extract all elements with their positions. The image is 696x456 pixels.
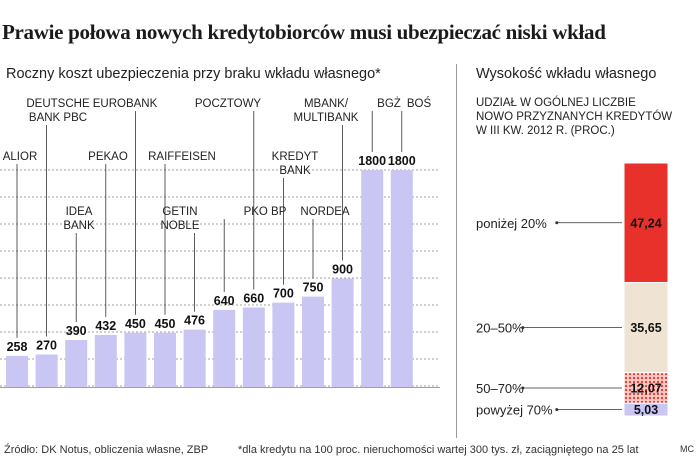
category-label-line: BANK xyxy=(63,220,95,232)
category-label: PKO BP xyxy=(244,206,287,218)
category-label-line: NORDEA xyxy=(300,206,350,218)
value-label: 476 xyxy=(184,314,205,328)
down-payment-stacked-chart: 47,24 poniżej 20% 35,65 20–50% 12,07 50–70% 5,… xyxy=(476,162,669,418)
category-label: GETIN NOBLE xyxy=(161,206,200,232)
stacked-segment xyxy=(623,162,669,284)
category-label-line: PKO BP xyxy=(244,206,287,218)
footer-credit: MC xyxy=(680,444,694,454)
value-label: 750 xyxy=(303,281,324,295)
bar xyxy=(213,309,236,387)
leader-dot xyxy=(555,221,559,225)
bar xyxy=(154,332,176,387)
category-label-line: EUROBANK xyxy=(93,98,158,110)
category-label-line: POCZTOWY xyxy=(195,98,262,110)
category-label: PEKAO xyxy=(88,151,128,163)
value-label: 270 xyxy=(36,338,57,352)
category-label-line: DEUTSCHE xyxy=(26,98,90,110)
bar xyxy=(272,302,295,387)
insurance-cost-bar-chart: 258 270 390 432 450 450 476 640 660 700 750 900 1800… xyxy=(0,97,440,388)
stacked-segment xyxy=(623,402,669,417)
stacked-segment xyxy=(623,372,669,404)
bar xyxy=(124,332,147,387)
value-label: 1800 xyxy=(388,154,416,168)
bar xyxy=(6,355,28,387)
value-label: 432 xyxy=(95,319,116,333)
footer-source: Źródło: DK Notus, obliczenia własne, ZBP xyxy=(4,444,209,456)
category-label: DEUTSCHE BANK PBC xyxy=(26,98,90,124)
category-label-line: ALIOR xyxy=(3,151,38,163)
category-label: BGŻ xyxy=(377,97,401,110)
bar xyxy=(35,354,58,387)
bar xyxy=(361,170,384,387)
bar xyxy=(331,278,354,387)
category-label-line: PEKAO xyxy=(88,151,128,163)
category-label: ALIOR xyxy=(3,151,38,163)
category-label: MBANK/MULTIBANK xyxy=(294,98,359,124)
bar xyxy=(390,170,413,387)
category-label: EUROBANK xyxy=(93,98,158,110)
leader-dot xyxy=(555,408,559,412)
value-label: 450 xyxy=(125,317,146,331)
right-chart-caption: UDZIAŁ W OGÓLNEJ LICZBIE NOWO PRZYZNANYC… xyxy=(476,97,673,137)
segment-category-label: poniżej 20% xyxy=(476,216,547,231)
value-label: 1800 xyxy=(358,154,386,168)
value-label: 660 xyxy=(243,291,264,305)
value-label: 258 xyxy=(7,340,28,354)
category-label-line: NOBLE xyxy=(161,220,200,232)
leader-dot xyxy=(521,326,525,330)
segment-category-label: powyżej 70% xyxy=(476,403,553,418)
category-label-line: BANK xyxy=(279,165,311,177)
category-label-line: KREDYT xyxy=(272,151,319,163)
segment-category-label: 50–70% xyxy=(476,381,524,396)
category-label-line: BGŻ xyxy=(377,97,401,110)
category-label-line: MBANK/ xyxy=(304,98,349,110)
bar xyxy=(183,329,206,387)
right-chart-subtitle: Wysokość wkładu własnego xyxy=(476,66,657,82)
category-label: NORDEA xyxy=(300,206,350,218)
bar xyxy=(302,296,324,387)
category-label-line: RAIFFEISEN xyxy=(148,151,216,163)
segment-value-label: 5,03 xyxy=(634,403,658,417)
segment-value-label: 47,24 xyxy=(630,216,661,230)
stacked-segment xyxy=(623,282,669,374)
bar xyxy=(65,340,88,387)
chart-title: Prawie połowa nowych kredytobiorców musi… xyxy=(2,20,606,44)
category-label: IDEA BANK xyxy=(63,206,95,232)
value-label: 390 xyxy=(66,324,87,338)
category-label: BOŚ xyxy=(407,97,432,110)
category-label-line: GETIN xyxy=(162,206,197,218)
category-label-line: BANK PBC xyxy=(29,112,87,124)
value-label: 450 xyxy=(155,317,176,331)
left-chart-subtitle: Roczny koszt ubezpieczenia przy braku wk… xyxy=(6,66,381,82)
bar xyxy=(242,307,265,387)
segment-value-label: 35,65 xyxy=(630,321,661,335)
value-label: 640 xyxy=(214,294,235,308)
category-label: RAIFFEISEN xyxy=(148,151,216,163)
category-label: KREDYT BANK xyxy=(272,151,319,177)
segment-category-label: 20–50% xyxy=(476,321,524,336)
bar xyxy=(94,334,117,387)
category-label-line: MULTIBANK xyxy=(294,112,359,124)
category-label-line: IDEA xyxy=(66,206,93,218)
value-label: 700 xyxy=(273,287,294,301)
leader-dot xyxy=(521,386,525,390)
panel-divider xyxy=(456,64,457,438)
segment-value-label: 12,07 xyxy=(630,382,661,396)
category-label: POCZTOWY xyxy=(195,98,262,110)
value-label: 900 xyxy=(332,263,353,277)
footer-note: *dla kredytu na 100 proc. nieruchomości … xyxy=(238,444,639,456)
category-label-line: BOŚ xyxy=(407,97,432,110)
